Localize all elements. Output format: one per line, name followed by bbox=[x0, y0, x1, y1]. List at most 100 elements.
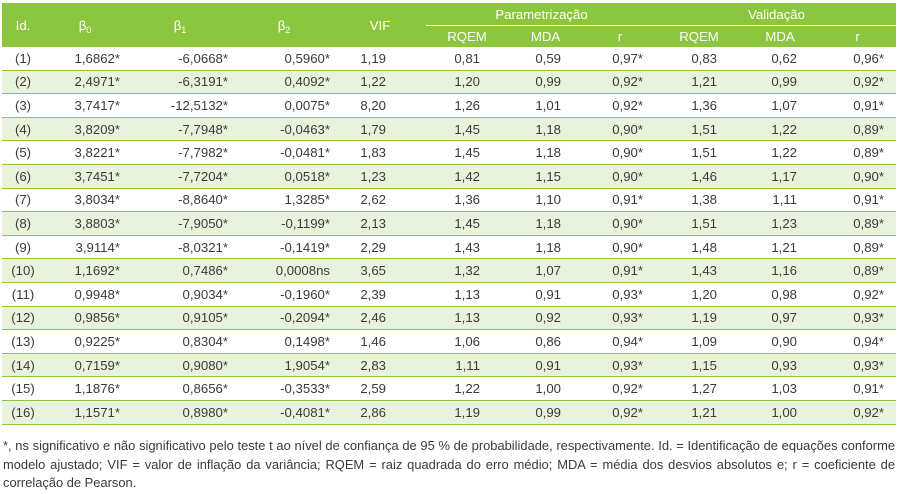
cell-vif: 1,23 bbox=[334, 164, 426, 189]
cell-v-rqem: 1,51 bbox=[657, 117, 742, 142]
cell-id: (13) bbox=[2, 329, 44, 354]
cell-p-r: 0,92* bbox=[583, 400, 658, 425]
cell-id: (1) bbox=[2, 47, 44, 71]
cell-b0: 3,8221* bbox=[44, 140, 126, 165]
cell-v-rqem: 1,15 bbox=[657, 353, 742, 378]
cell-id: (5) bbox=[2, 140, 44, 165]
cell-p-r: 0,92* bbox=[583, 376, 658, 401]
cell-b2: 0,1498* bbox=[234, 329, 334, 354]
cell-p-rqem: 1,06 bbox=[426, 329, 508, 354]
cell-vif: 2,83 bbox=[334, 353, 426, 378]
cell-id: (6) bbox=[2, 164, 44, 189]
cell-p-r: 0,90* bbox=[583, 164, 658, 189]
cell-v-rqem: 1,51 bbox=[657, 140, 742, 165]
cell-b2: -0,1419* bbox=[234, 235, 334, 260]
cell-v-r: 0,89* bbox=[819, 211, 897, 236]
cell-b0: 3,8803* bbox=[44, 211, 126, 236]
cell-v-rqem: 1,51 bbox=[657, 211, 742, 236]
cell-id: (16) bbox=[2, 400, 44, 425]
cell-id: (10) bbox=[2, 258, 44, 283]
cell-v-mda: 1,17 bbox=[741, 164, 820, 189]
cell-p-rqem: 0,81 bbox=[426, 47, 508, 71]
cell-b0: 1,1692* bbox=[44, 258, 126, 283]
cell-b0: 3,9114* bbox=[44, 235, 126, 260]
cell-v-r: 0,93* bbox=[819, 306, 897, 331]
cell-p-r: 0,92* bbox=[583, 93, 658, 118]
cell-p-mda: 0,86 bbox=[508, 329, 583, 354]
header-id: Id. bbox=[2, 3, 44, 47]
cell-v-mda: 1,00 bbox=[741, 400, 820, 425]
cell-b2: 0,0008ns bbox=[234, 258, 334, 283]
table-row: (16) 1,1571* 0,8980* -0,4081* 2,86 1,19 0,99 0,… bbox=[2, 400, 897, 425]
cell-b1: -7,7948* bbox=[126, 117, 234, 142]
cell-b1: -6,0668* bbox=[126, 47, 234, 71]
cell-v-rqem: 1,27 bbox=[657, 376, 742, 401]
cell-v-rqem: 1,46 bbox=[657, 164, 742, 189]
cell-v-r: 0,90* bbox=[819, 164, 897, 189]
cell-p-mda: 1,18 bbox=[508, 117, 583, 142]
cell-p-r: 0,94* bbox=[583, 329, 658, 354]
cell-v-mda: 1,11 bbox=[741, 188, 820, 213]
cell-b1: 0,8980* bbox=[126, 400, 234, 425]
cell-p-rqem: 1,22 bbox=[426, 376, 508, 401]
cell-p-mda: 1,07 bbox=[508, 258, 583, 283]
cell-p-mda: 1,18 bbox=[508, 140, 583, 165]
cell-vif: 2,39 bbox=[334, 282, 426, 307]
cell-vif: 2,59 bbox=[334, 376, 426, 401]
cell-vif: 2,86 bbox=[334, 400, 426, 425]
cell-p-r: 0,91* bbox=[583, 258, 658, 283]
table-row: (2) 2,4971* -6,3191* 0,4092* 1,22 1,20 0,99 0,9… bbox=[2, 70, 897, 95]
table-row: (9) 3,9114* -8,0321* -0,1419* 2,29 1,43 1,18 0,… bbox=[2, 235, 897, 260]
cell-p-rqem: 1,26 bbox=[426, 93, 508, 118]
cell-p-r: 0,90* bbox=[583, 211, 658, 236]
cell-p-r: 0,93* bbox=[583, 306, 658, 331]
cell-v-rqem: 1,09 bbox=[657, 329, 742, 354]
cell-p-rqem: 1,36 bbox=[426, 188, 508, 213]
cell-v-mda: 0,90 bbox=[741, 329, 820, 354]
table-row: (15) 1,1876* 0,8656* -0,3533* 2,59 1,22 1,00 0,… bbox=[2, 376, 897, 401]
cell-p-mda: 0,99 bbox=[508, 400, 583, 425]
cell-p-r: 0,91* bbox=[583, 188, 658, 213]
cell-p-r: 0,93* bbox=[583, 353, 658, 378]
cell-id: (11) bbox=[2, 282, 44, 307]
cell-p-mda: 0,99 bbox=[508, 70, 583, 95]
cell-b1: 0,7486* bbox=[126, 258, 234, 283]
table-row: (7) 3,8034* -8,8640* 1,3285* 2,62 1,36 1,10 0,9… bbox=[2, 188, 897, 213]
cell-p-rqem: 1,42 bbox=[426, 164, 508, 189]
cell-v-r: 0,96* bbox=[819, 47, 897, 71]
header-beta2: β2 bbox=[234, 3, 334, 47]
cell-v-r: 0,93* bbox=[819, 353, 897, 378]
cell-v-mda: 0,93 bbox=[741, 353, 820, 378]
cell-b1: 0,8304* bbox=[126, 329, 234, 354]
cell-p-rqem: 1,20 bbox=[426, 70, 508, 95]
cell-b0: 1,1876* bbox=[44, 376, 126, 401]
cell-vif: 3,65 bbox=[334, 258, 426, 283]
cell-vif: 2,62 bbox=[334, 188, 426, 213]
cell-p-mda: 1,01 bbox=[508, 93, 583, 118]
cell-p-rqem: 1,45 bbox=[426, 117, 508, 142]
cell-p-mda: 1,00 bbox=[508, 376, 583, 401]
cell-v-r: 0,92* bbox=[819, 70, 897, 95]
cell-b2: 0,5960* bbox=[234, 47, 334, 71]
cell-b0: 3,8209* bbox=[44, 117, 126, 142]
cell-id: (9) bbox=[2, 235, 44, 260]
header-valid-rqem: RQEM bbox=[657, 25, 742, 47]
table-row: (13) 0,9225* 0,8304* 0,1498* 1,46 1,06 0,86 0,9… bbox=[2, 329, 897, 354]
cell-id: (3) bbox=[2, 93, 44, 118]
header-beta0: β0 bbox=[44, 3, 126, 47]
cell-p-mda: 1,15 bbox=[508, 164, 583, 189]
cell-v-mda: 0,62 bbox=[741, 47, 820, 71]
header-param-mda: MDA bbox=[508, 25, 583, 47]
cell-p-rqem: 1,13 bbox=[426, 282, 508, 307]
cell-p-mda: 0,91 bbox=[508, 353, 583, 378]
cell-v-r: 0,92* bbox=[819, 282, 897, 307]
cell-p-rqem: 1,43 bbox=[426, 235, 508, 260]
cell-v-rqem: 1,38 bbox=[657, 188, 742, 213]
cell-b1: -7,7204* bbox=[126, 164, 234, 189]
cell-b0: 3,7417* bbox=[44, 93, 126, 118]
cell-b0: 0,9856* bbox=[44, 306, 126, 331]
cell-b1: 0,9034* bbox=[126, 282, 234, 307]
cell-v-mda: 1,21 bbox=[741, 235, 820, 260]
cell-b0: 0,7159* bbox=[44, 353, 126, 378]
cell-p-rqem: 1,45 bbox=[426, 140, 508, 165]
